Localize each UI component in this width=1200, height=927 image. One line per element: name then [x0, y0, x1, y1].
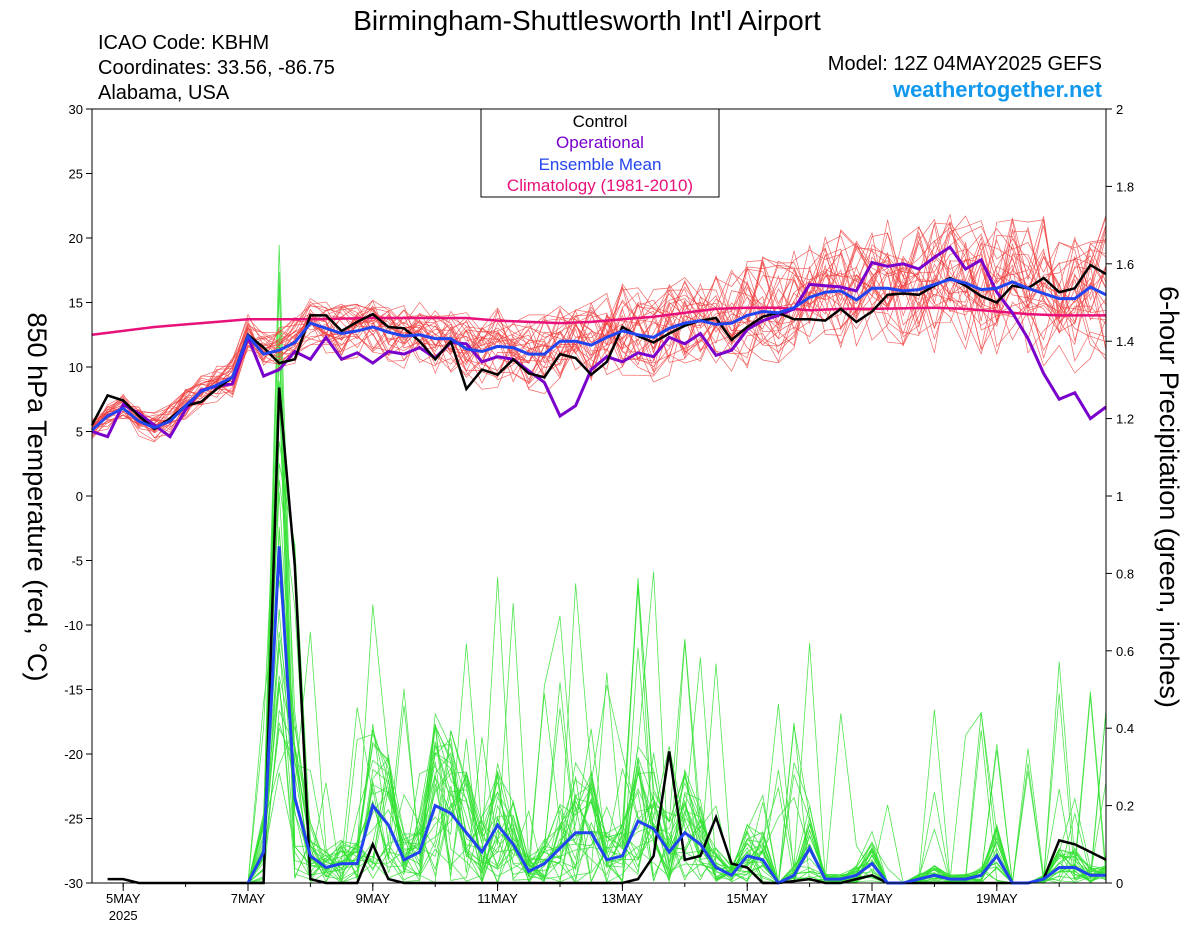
left-tick-label: -30	[64, 876, 83, 891]
control-precip-line	[107, 387, 1107, 885]
left-tick-label: -20	[64, 747, 83, 762]
right-tick-label: 0.4	[1116, 721, 1134, 736]
legend-ensemble-mean: Ensemble Mean	[539, 155, 662, 174]
precip-members	[92, 244, 1107, 885]
temp-member-line	[91, 219, 1107, 433]
temp-member-line	[91, 225, 1107, 433]
right-axis-label: 6-hour Precipitation (green, inches)	[1154, 286, 1184, 708]
left-tick-label: -10	[64, 618, 83, 633]
precip-member-line	[92, 384, 1107, 884]
x-tick-label: 11MAY	[477, 891, 518, 906]
left-tick-label: 25	[69, 167, 83, 182]
right-tick-label: 2	[1116, 102, 1123, 117]
temp-member-line	[91, 266, 1107, 438]
x-tick-label: 7MAY	[231, 891, 266, 906]
x-tick-label: 5MAY	[106, 891, 141, 906]
legend-box	[480, 108, 720, 198]
mean-temp-line	[90, 277, 1107, 432]
precip-member-line	[92, 328, 1107, 884]
left-tick-label: 0	[76, 489, 83, 504]
precip-member-line	[92, 271, 1107, 884]
left-tick-label: -15	[64, 683, 83, 698]
precip-member-line	[92, 338, 1107, 885]
x-tick-label: 17MAY	[851, 891, 893, 906]
site-name[interactable]: weathertogether.net	[892, 77, 1103, 102]
climatology-line	[91, 306, 1106, 337]
left-axis-ticks: 30 25 20 15 10 5 0 -5 -10 -15 -20 -25 -30	[64, 102, 92, 891]
x-tick-label: 19MAY	[976, 891, 1018, 906]
temp-member-line	[91, 227, 1107, 424]
left-tick-label: 30	[69, 102, 83, 117]
legend-control: Control	[573, 112, 628, 131]
chart-title: Birmingham-Shuttlesworth Int'l Airport	[353, 5, 821, 36]
region: Alabama, USA	[98, 82, 230, 104]
right-tick-label: 1.2	[1116, 412, 1134, 427]
precip-member-line	[92, 710, 1107, 884]
precip-member-line	[92, 681, 1107, 884]
right-tick-label: 0.2	[1116, 799, 1134, 814]
precip-member-line	[92, 727, 1107, 884]
x-tick-label: 13MAY	[602, 891, 644, 906]
left-axis-label: 850 hPa Temperature (red, °C)	[22, 313, 52, 682]
precip-member-line	[92, 441, 1107, 885]
right-tick-label: 1.6	[1116, 257, 1134, 272]
right-tick-label: 1.4	[1116, 334, 1134, 349]
operational-temp-line	[91, 244, 1107, 439]
temp-member-line	[91, 217, 1107, 434]
precip-member-line	[92, 381, 1107, 884]
left-tick-label: 10	[69, 360, 83, 375]
left-tick-label: 5	[76, 425, 83, 440]
x-tick-label: 9MAY	[356, 891, 391, 906]
coordinates: Coordinates: 33.56, -86.75	[98, 57, 335, 79]
precip-member-line	[92, 479, 1107, 884]
legend-operational: Operational	[556, 133, 644, 152]
left-tick-label: -5	[71, 554, 83, 569]
legend-climatology: Climatology (1981-2010)	[507, 176, 693, 195]
right-axis-ticks: 2 1.8 1.6 1.4 1.2 1 0.8 0.6 0.4 0.2 0	[1106, 102, 1134, 891]
left-tick-label: 15	[69, 296, 83, 311]
x-tick-sublabel: 2025	[109, 908, 138, 923]
right-tick-label: 1	[1116, 489, 1123, 504]
left-tick-label: -25	[64, 812, 83, 827]
precip-member-line	[92, 349, 1107, 884]
left-tick-label: 20	[69, 231, 83, 246]
precip-member-line	[92, 526, 1107, 884]
mean-precip-line	[246, 546, 1106, 885]
right-tick-label: 0	[1116, 876, 1123, 891]
temp-members	[91, 213, 1107, 443]
x-tick-label: 15MAY	[726, 891, 768, 906]
model-run: Model: 12Z 04MAY2025 GEFS	[828, 53, 1102, 75]
right-tick-label: 0.6	[1116, 644, 1134, 659]
x-axis-ticks: 5MAY 2025 7MAY 9MAY 11MAY 13MAY 15MAY 17MAY 19MA…	[106, 883, 1060, 923]
right-tick-label: 1.8	[1116, 179, 1134, 194]
main-series	[90, 244, 1107, 885]
icao-code: ICAO Code: KBHM	[98, 32, 269, 54]
right-tick-label: 0.8	[1116, 566, 1134, 581]
legend: Control Operational Ensemble Mean Climat…	[480, 108, 720, 198]
precip-member-line	[92, 396, 1107, 884]
temp-member-line	[91, 239, 1107, 429]
